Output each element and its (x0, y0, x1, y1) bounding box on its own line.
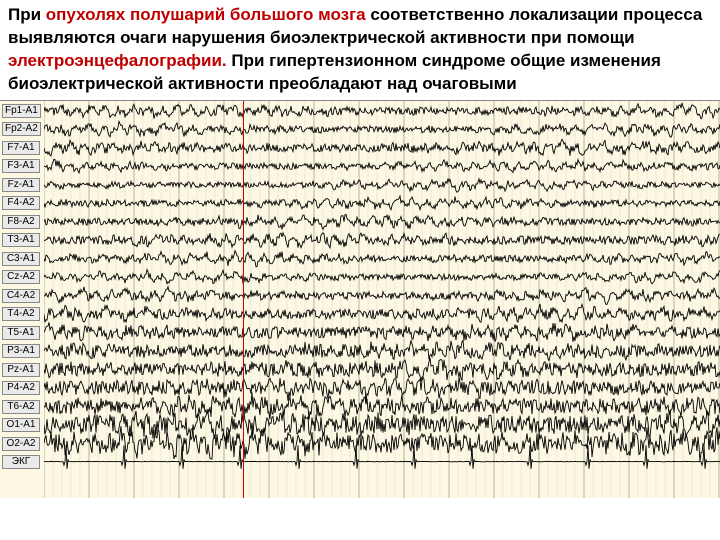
channel-label: T6-A2 (2, 400, 40, 414)
channel-label: ЭКГ (2, 455, 40, 469)
channel-label: T3-A1 (2, 233, 40, 247)
time-marker (243, 101, 244, 498)
tumor-phrase: опухолях полушарий большого мозга (46, 5, 366, 24)
channel-label: P4-A2 (2, 381, 40, 395)
channel-label: F8-A2 (2, 215, 40, 229)
channel-label: P3-A1 (2, 344, 40, 358)
channel-label: F3-A1 (2, 159, 40, 173)
channel-label: O2-A2 (2, 437, 40, 451)
channel-label: Pz-A1 (2, 363, 40, 377)
channel-label: C3-A1 (2, 252, 40, 266)
eeg-panel: Fp1-A1 Fp2-A2 F7-A1 F3-A1 Fz-A1 F4-A2 F8-A2 T3-… (0, 100, 720, 498)
channel-label: T5-A1 (2, 326, 40, 340)
channel-label: F4-A2 (2, 196, 40, 210)
description-text: При опухолях полушарий большого мозга со… (0, 0, 720, 100)
channel-label: Cz-A2 (2, 270, 40, 284)
eeg-traces (44, 101, 720, 498)
channel-label: Fz-A1 (2, 178, 40, 192)
eeg-term: электроэнцефалографии. (8, 51, 227, 70)
channel-label: T4-A2 (2, 307, 40, 321)
channel-label: F7-A1 (2, 141, 40, 155)
channel-label: Fp2-A2 (2, 122, 41, 136)
channel-label: Fp1-A1 (2, 104, 41, 118)
text-prefix: При (8, 5, 46, 24)
channel-label: O1-A1 (2, 418, 40, 432)
channel-label: C4-A2 (2, 289, 40, 303)
